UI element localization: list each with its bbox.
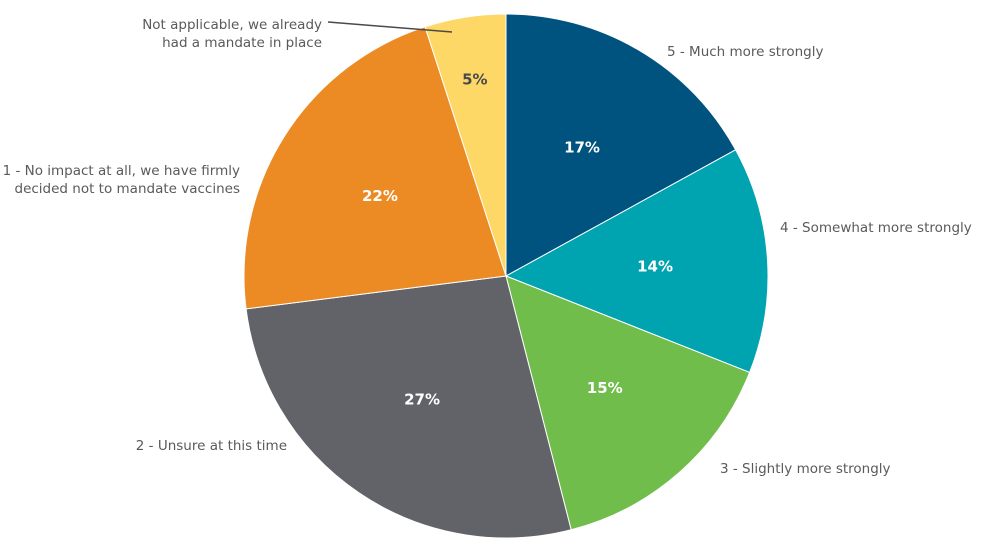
data-label-1: 17% [564,138,600,156]
pie-slice-1 [505,13,737,277]
category-label-2: 4 - Somewhat more strongly [780,220,972,236]
pie-slice-5 [243,26,507,310]
pie-slice-3 [505,275,751,531]
pie-slices [243,13,769,539]
category-label-4: 2 - Unsure at this time [136,438,287,454]
category-label-3: 3 - Slightly more strongly [720,461,891,477]
pie-category-labels: 5 - Much more strongly 4 - Somewhat more … [3,17,972,477]
data-label-3: 15% [587,379,623,397]
leader-line-6 [327,21,453,33]
data-label-5: 22% [362,187,398,205]
data-label-6: 5% [462,70,487,88]
pie-data-labels: 17% 14% 15% 27% 22% 5% [362,70,673,408]
category-label-5: 1 - No impact at all, we have firmly deci… [3,163,240,197]
pie-slice-4 [245,275,572,539]
category-label-6: Not applicable, we already had a mandate … [142,17,322,51]
category-label-1: 5 - Much more strongly [667,44,823,60]
pie-slice-2 [504,149,769,374]
data-label-2: 14% [637,258,673,276]
pie-slice-6 [424,13,507,277]
data-label-4: 27% [404,391,440,409]
